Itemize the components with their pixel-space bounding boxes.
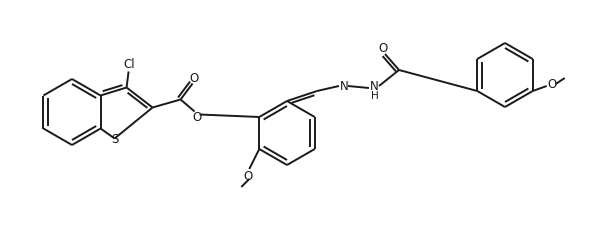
- Text: S: S: [111, 133, 119, 146]
- Text: N: N: [370, 81, 378, 94]
- Text: O: O: [192, 111, 201, 124]
- Text: H: H: [371, 91, 379, 101]
- Text: O: O: [547, 79, 556, 92]
- Text: O: O: [378, 41, 387, 54]
- Text: O: O: [189, 72, 198, 85]
- Text: Cl: Cl: [124, 58, 136, 71]
- Text: O: O: [244, 169, 253, 182]
- Text: N: N: [340, 79, 348, 92]
